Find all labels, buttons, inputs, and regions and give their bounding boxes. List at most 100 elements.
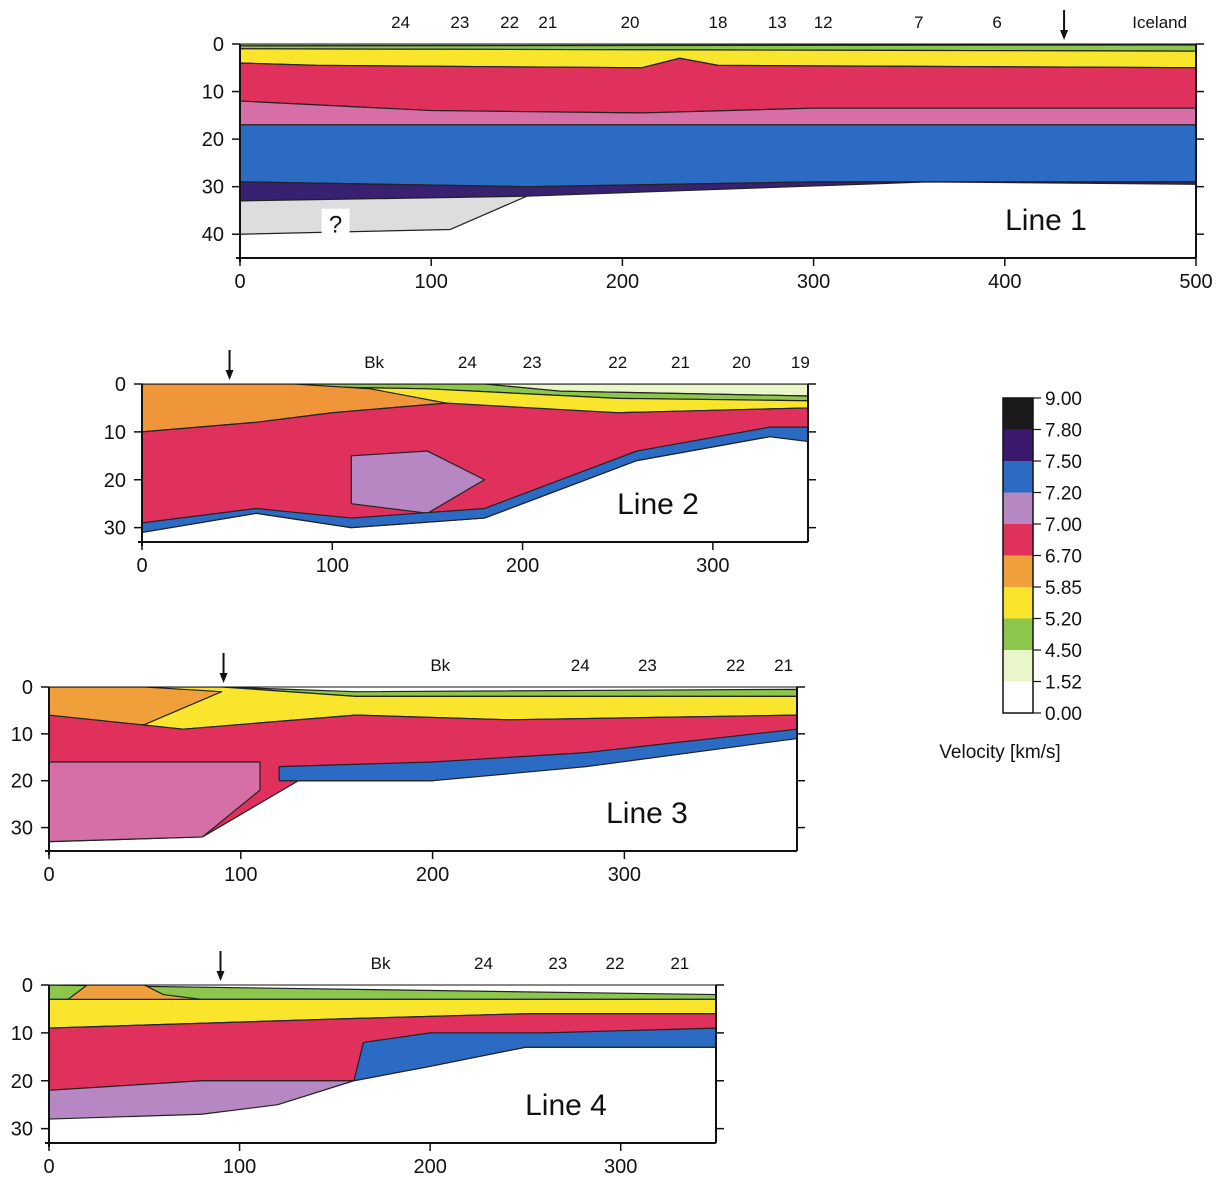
anomaly-label: 22 — [608, 353, 627, 372]
anomaly-label: 13 — [768, 13, 787, 32]
x-tick-label: 300 — [797, 271, 830, 293]
colorbar-segment — [1003, 398, 1033, 430]
y-tick-label: 10 — [202, 82, 224, 104]
colorbar-label: 7.80 — [1045, 421, 1082, 442]
x-tick-label: 200 — [413, 1156, 446, 1178]
y-tick-label: 0 — [22, 677, 33, 699]
arrow-head-icon — [219, 673, 228, 683]
y-tick-label: 30 — [11, 818, 33, 840]
colorbar-label: 4.50 — [1045, 641, 1082, 662]
arrow-head-icon — [1060, 30, 1069, 40]
colorbar-segment — [1003, 461, 1033, 493]
colorbar-label: 7.20 — [1045, 484, 1082, 505]
anomaly-label: 24 — [391, 13, 410, 32]
x-tick-label: 200 — [416, 864, 449, 886]
colorbar-segment — [1003, 555, 1033, 587]
panel-line-4: 0 100 200 300 0 10 20 30 Bk 24 23 22 21 Line 4 — [11, 951, 724, 1178]
plot-area — [49, 985, 716, 1120]
anomaly-label: 23 — [523, 353, 542, 372]
x-tick-label: 0 — [43, 864, 54, 886]
colorbar-segment — [1003, 492, 1033, 524]
y-tick-label: 30 — [104, 518, 126, 540]
colorbar-label: 6.70 — [1045, 547, 1082, 568]
anomaly-label: 19 — [791, 353, 810, 372]
x-tick-label: 0 — [136, 555, 147, 577]
velocity-layer — [142, 384, 808, 397]
y-tick-label: 40 — [202, 224, 224, 246]
anomaly-label: Bk — [364, 353, 384, 372]
x-tick-label: 100 — [316, 555, 349, 577]
anomaly-label: 22 — [500, 13, 519, 32]
colorbar-label: 5.85 — [1045, 578, 1082, 599]
colorbar-label: 0.00 — [1045, 704, 1082, 725]
y-tick-label: 30 — [202, 177, 224, 199]
anomaly-label: 23 — [450, 13, 469, 32]
velocity-layer — [240, 44, 1196, 52]
annotation-box — [321, 208, 350, 239]
y-tick-label: 10 — [11, 724, 33, 746]
anomaly-label: 23 — [548, 954, 567, 973]
x-tick-label: 0 — [43, 1156, 54, 1178]
anomaly-label: 20 — [732, 353, 751, 372]
anomaly-label: 6 — [992, 13, 1001, 32]
anomaly-label: Bk — [430, 656, 450, 675]
anomaly-label: Iceland — [1132, 13, 1187, 32]
velocity-layer — [49, 1080, 355, 1120]
x-tick-label: 100 — [224, 864, 257, 886]
line-label: Line 1 — [1005, 204, 1087, 237]
x-tick-label: 400 — [988, 271, 1021, 293]
colorbar-segment — [1003, 618, 1033, 650]
colorbar-segment — [1003, 429, 1033, 461]
line-label: Line 2 — [617, 488, 699, 521]
x-tick-label: 300 — [604, 1156, 637, 1178]
anomaly-label: 12 — [814, 13, 833, 32]
colorbar-label: 9.00 — [1045, 389, 1082, 410]
anomaly-label: 24 — [571, 656, 590, 675]
colorbar-segment — [1003, 524, 1033, 556]
x-tick-label: 300 — [608, 864, 641, 886]
x-tick-label: 100 — [223, 1156, 256, 1178]
colorbar-label: 5.20 — [1045, 610, 1082, 631]
velocity-layer — [240, 124, 1196, 188]
anomaly-label: 21 — [670, 954, 689, 973]
x-tick-label: 200 — [606, 271, 639, 293]
x-tick-label: 500 — [1179, 271, 1212, 293]
y-tick-label: 30 — [11, 1119, 33, 1141]
colorbar-label: 1.52 — [1045, 673, 1082, 694]
anomaly-label: 23 — [638, 656, 657, 675]
colorbar-label: 7.50 — [1045, 452, 1082, 473]
y-tick-label: 10 — [11, 1023, 33, 1045]
y-tick-label: 0 — [115, 374, 126, 396]
colorbar-segment — [1003, 681, 1033, 713]
line-label: Line 3 — [606, 797, 688, 830]
velocity-layer — [353, 1027, 716, 1082]
y-tick-label: 20 — [11, 771, 33, 793]
anomaly-label: 24 — [458, 353, 477, 372]
anomaly-label: 21 — [774, 656, 793, 675]
y-tick-label: 20 — [11, 1071, 33, 1093]
velocity-layer — [240, 195, 528, 235]
x-tick-label: 300 — [696, 555, 729, 577]
anomaly-label: 22 — [606, 954, 625, 973]
anomaly-label: 22 — [726, 656, 745, 675]
anomaly-label: 7 — [914, 13, 923, 32]
arrow-head-icon — [225, 370, 234, 380]
x-tick-label: 100 — [415, 271, 448, 293]
annotation-label: ? — [329, 212, 342, 239]
y-tick-label: 0 — [22, 975, 33, 997]
y-tick-label: 0 — [213, 34, 224, 56]
anomaly-label: 20 — [621, 13, 640, 32]
line-label: Line 4 — [525, 1089, 607, 1122]
y-tick-label: 20 — [104, 470, 126, 492]
velocity-layer — [278, 728, 797, 782]
plot-area — [142, 384, 808, 534]
y-tick-label: 10 — [104, 422, 126, 444]
panel-line-2: 0 100 200 300 0 10 20 30 Bk 24 23 22 21 20 19 Line 2 — [104, 350, 816, 577]
velocity-layer — [142, 426, 808, 534]
velocity-colorbar: 9.00 7.80 7.50 7.20 7.00 6.70 5.85 5.20 4.50 1.52… — [939, 389, 1082, 763]
colorbar-segment — [1003, 587, 1033, 619]
arrow-head-icon — [216, 971, 225, 981]
anomaly-label: 24 — [474, 954, 493, 973]
anomaly-label: 21 — [538, 13, 557, 32]
